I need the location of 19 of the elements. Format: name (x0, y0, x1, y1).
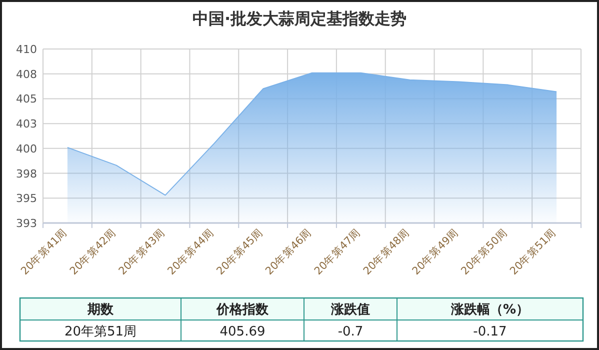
x-tick-label: 20年第51周 (508, 226, 559, 278)
x-tick-label: 20年第49周 (410, 226, 461, 278)
x-tick-label: 20年第47周 (312, 226, 364, 278)
x-tick-label: 20年第44周 (166, 226, 216, 278)
y-tick-label: 395 (16, 192, 37, 206)
x-tick-label: 20年第42周 (68, 226, 118, 278)
x-tick-label: 20年第48周 (361, 226, 412, 278)
x-tick-label: 20年第46周 (263, 226, 314, 278)
y-tick-label: 408 (16, 68, 37, 81)
y-tick-label: 400 (16, 142, 37, 156)
table: 期数 价格指数 涨跌值 涨跌幅（%） 20年第51周 405.69 -0.7 -0.17 (19, 297, 584, 342)
x-tick-label: 20年第43周 (116, 226, 168, 278)
x-tick-label: 20年第45周 (214, 226, 266, 278)
y-tick-label: 405 (16, 92, 37, 106)
chart-title: 中国·批发大蒜周定基指数走势 (192, 9, 407, 28)
x-tick-label: 20年第50周 (459, 226, 510, 278)
y-tick-label: 403 (16, 118, 37, 131)
y-tick-label: 410 (16, 43, 37, 56)
y-tick-label: 398 (16, 167, 37, 180)
